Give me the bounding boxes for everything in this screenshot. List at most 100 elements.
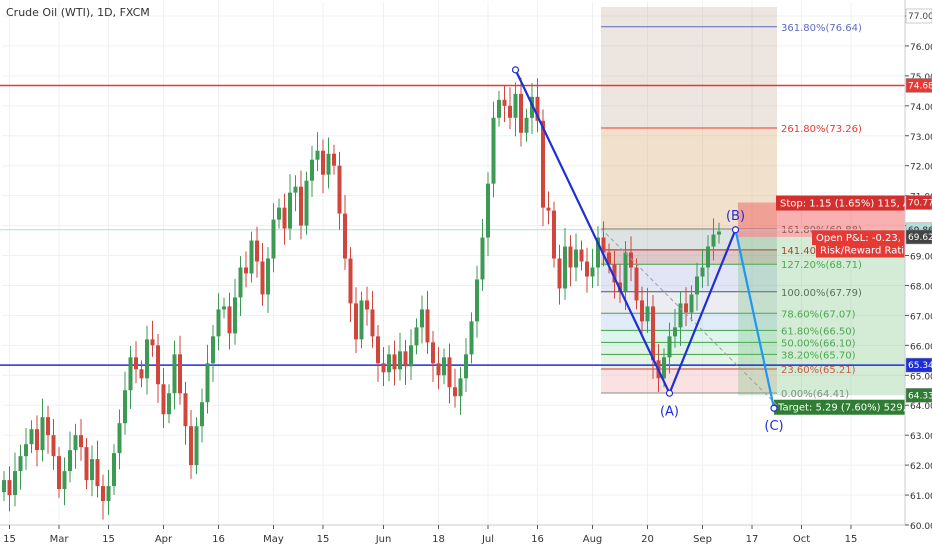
price-tag-bg bbox=[905, 388, 932, 403]
candle-body bbox=[508, 105, 512, 118]
candle-body bbox=[519, 93, 523, 133]
candle-body bbox=[590, 267, 595, 277]
candle-body bbox=[260, 261, 265, 295]
candle-body bbox=[13, 471, 17, 496]
price-tag: 77.00 bbox=[908, 12, 932, 22]
candle-body bbox=[662, 357, 666, 379]
candle-body bbox=[673, 327, 677, 337]
candle-body bbox=[18, 456, 23, 472]
candle-body bbox=[469, 321, 474, 355]
fib-band bbox=[601, 342, 777, 355]
risk-reward-label: Risk/Reward Ratio: 4.59 bbox=[820, 246, 932, 257]
price-tick-label: 74.00 bbox=[910, 103, 932, 113]
candle-body bbox=[717, 231, 721, 235]
time-tick-label: Jul bbox=[481, 534, 494, 545]
time-tick-label: Sep bbox=[693, 534, 712, 545]
candle-body bbox=[579, 249, 584, 262]
fib-band bbox=[601, 249, 777, 265]
wave-pattern: (A) (B) (C) bbox=[511, 66, 784, 434]
price-tag-bg bbox=[905, 78, 932, 93]
candle-body bbox=[497, 99, 501, 118]
candle-body bbox=[95, 459, 100, 487]
time-tick-label: Mar bbox=[50, 534, 70, 545]
candle-body bbox=[475, 279, 479, 322]
time-tick-label: 16 bbox=[531, 534, 544, 545]
candle-body bbox=[442, 357, 446, 376]
price-tick-label: 76.00 bbox=[910, 43, 932, 53]
candle-body bbox=[535, 96, 540, 121]
candle-body bbox=[667, 336, 672, 358]
target-zone bbox=[738, 236, 905, 396]
candle-body bbox=[332, 153, 336, 166]
candle-body bbox=[35, 429, 39, 451]
candle-body bbox=[90, 459, 94, 481]
candle-body bbox=[491, 117, 496, 184]
fib-level-label: 50.00%(66.10) bbox=[781, 338, 856, 349]
fib-band bbox=[601, 291, 777, 314]
wave-point bbox=[770, 404, 778, 412]
fib-level-label: 61.80%(66.50) bbox=[781, 326, 856, 337]
time-tick-label: 16 bbox=[212, 534, 225, 545]
candle-body bbox=[684, 303, 688, 313]
target-label-bg bbox=[774, 399, 905, 415]
candle-body bbox=[695, 276, 699, 295]
candle-body bbox=[266, 258, 270, 295]
price-tick-label: 61.00 bbox=[910, 492, 932, 502]
candle-body bbox=[189, 426, 193, 466]
price-tick-label: 72.00 bbox=[910, 163, 932, 173]
price-tag: 65.34 bbox=[908, 361, 932, 371]
price-tag-bg bbox=[905, 357, 932, 373]
candle-body bbox=[167, 393, 171, 415]
candle-body bbox=[112, 453, 116, 487]
candle-body bbox=[706, 246, 710, 268]
candle-body bbox=[161, 384, 166, 415]
candle-body bbox=[623, 252, 628, 292]
candle-body bbox=[29, 429, 34, 445]
candle-body bbox=[57, 456, 61, 490]
candle-body bbox=[304, 180, 309, 226]
candle-body bbox=[387, 354, 391, 373]
fib-level-label: 23.60%(65.21) bbox=[781, 365, 856, 376]
candle-body bbox=[79, 435, 83, 448]
time-tick-label: Apr bbox=[155, 534, 173, 545]
candle-body bbox=[678, 303, 683, 328]
price-tick-label: 75.00 bbox=[910, 73, 932, 83]
fib-band bbox=[601, 313, 777, 331]
price-tick-label: 64.00 bbox=[910, 402, 932, 412]
candle-body bbox=[343, 213, 347, 259]
time-tick-label: 15 bbox=[102, 534, 115, 545]
price-tag: 74.68 bbox=[908, 81, 932, 91]
time-tick-label: May bbox=[263, 534, 284, 545]
candle-body bbox=[2, 480, 6, 493]
candle-body bbox=[381, 363, 386, 373]
candle-body bbox=[700, 267, 705, 277]
candle-body bbox=[282, 207, 287, 229]
candle-body bbox=[480, 237, 485, 280]
fib-band bbox=[601, 127, 777, 230]
candle-body bbox=[634, 267, 639, 301]
wave-line-c bbox=[734, 229, 776, 409]
candle-body bbox=[414, 327, 419, 346]
candle-body bbox=[249, 240, 254, 274]
price-tick-label: 66.00 bbox=[910, 342, 932, 352]
wave-label: (B) bbox=[726, 209, 745, 224]
candle-body bbox=[376, 336, 380, 364]
candle-body bbox=[392, 354, 397, 370]
candle-body bbox=[436, 363, 441, 376]
candle-body bbox=[68, 450, 72, 472]
candle-body bbox=[277, 207, 281, 220]
candle-body bbox=[354, 303, 358, 340]
price-tick-label: 69.00 bbox=[910, 253, 932, 263]
candle-body bbox=[337, 165, 342, 214]
fib-level-label: 361.80%(76.64) bbox=[781, 23, 862, 34]
stop-label-bg bbox=[776, 195, 905, 211]
chart-title: Crude Oil (WTI), 1D, FXCM bbox=[6, 6, 150, 19]
candle-body bbox=[24, 444, 28, 457]
candle-body bbox=[524, 117, 529, 133]
candle-body bbox=[612, 264, 617, 283]
fib-band bbox=[601, 330, 777, 343]
candle-body bbox=[101, 486, 105, 502]
stop-label: Stop: 1.15 (1.65%) 115, Amount bbox=[780, 199, 932, 210]
